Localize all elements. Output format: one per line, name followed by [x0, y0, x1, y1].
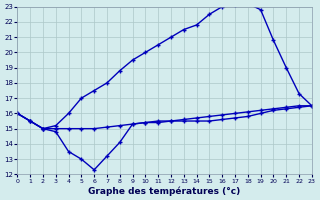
X-axis label: Graphe des températures (°c): Graphe des températures (°c): [88, 186, 241, 196]
